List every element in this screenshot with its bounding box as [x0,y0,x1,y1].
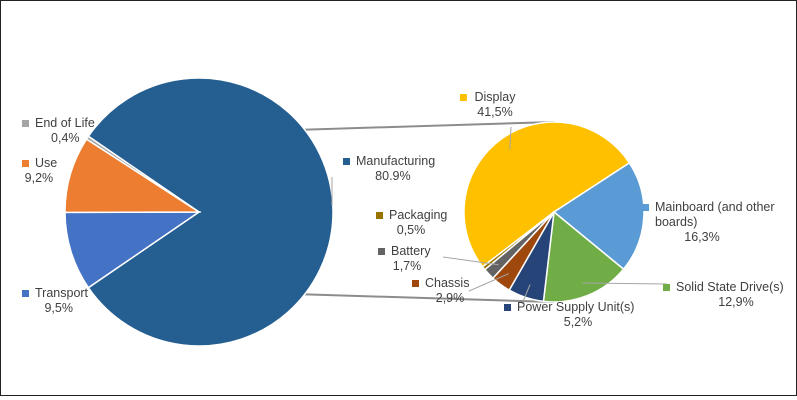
slice-solid-state-drive-s [542,210,625,303]
slice-label-packaging: Packaging [389,208,447,222]
slice-label-battery: Battery [391,244,431,258]
slice-value-chassis: 2,9% [436,291,465,305]
slice-manufacturing [87,77,334,347]
slice-end-of-life [85,135,200,213]
slice-label-mainboard-and-other-boards-cont: boards) [655,215,697,229]
legend-marker-manufacturing [343,158,350,165]
legend-marker-end-of-life [22,120,29,127]
leader-line-chassis [468,273,509,292]
legend-marker-display [459,94,467,101]
slice-display [463,121,631,268]
slice-value-battery: 1,7% [393,259,422,273]
legend-marker-solid-state-drive-s [663,284,670,291]
slice-value-packaging: 0,5% [397,223,426,237]
slice-label-end-of-life: End of Life [35,116,95,130]
legend-marker-packaging [376,212,383,219]
slice-mainboard-and-other-boards [552,161,645,271]
legend-marker-mainboard-and-other-boards [642,204,649,211]
slice-label-transport: Transport [35,286,89,300]
slice-label-solid-state-drive-s: Solid State Drive(s) [676,280,784,294]
leader-line-display [509,126,512,150]
legend-marker-battery [378,248,385,255]
legend-marker-chassis [412,280,419,287]
legend-marker-transport [22,290,29,297]
slice-value-mainboard-and-other-boards: 16,3% [684,230,719,244]
slice-label-use: Use [35,156,57,170]
slice-value-display: 41,5% [477,105,512,119]
leader-line-power-supply-unit-s [521,284,531,305]
slice-value-end-of-life: 0,4% [51,131,80,145]
slice-transport [64,211,202,289]
data-label-solid-state-drive-s: Solid State Drive(s)12,9% [663,280,784,309]
slice-label-chassis: Chassis [425,276,469,290]
leader-line-solid-state-drive-s [582,282,668,285]
slice-label-manufacturing: Manufacturing [356,154,435,168]
slice-packaging [481,211,555,271]
slice-value-use: 9,2% [25,171,54,185]
legend-marker-power-supply-unit-s [504,304,511,311]
leader-line-battery [442,256,499,266]
legend-marker-use [22,160,29,167]
slice-label-power-supply-unit-s: Power Supply Unit(s) [517,300,634,314]
slice-label-display: Display [475,90,517,104]
slice-use [64,138,202,214]
slice-value-power-supply-unit-s: 5,2% [564,315,593,329]
slice-value-solid-state-drive-s: 12,9% [718,295,753,309]
data-label-power-supply-unit-s: Power Supply Unit(s)5,2% [504,300,634,329]
slice-value-manufacturing: 80.9% [375,169,410,183]
slice-value-transport: 9,5% [44,301,73,315]
slice-label-mainboard-and-other-boards: Mainboard (and other [655,200,775,214]
